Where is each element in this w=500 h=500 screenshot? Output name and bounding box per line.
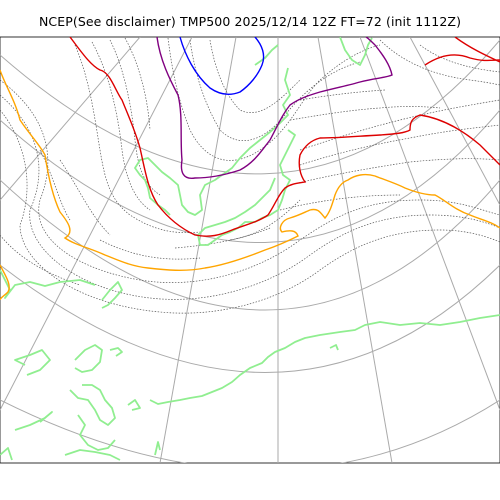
isotherm <box>189 39 361 141</box>
isotherm <box>74 44 201 233</box>
isotherm <box>99 239 201 260</box>
contour-blue <box>179 37 265 96</box>
isotherm <box>379 39 500 86</box>
coastline <box>0 269 96 299</box>
isotherm <box>0 234 81 286</box>
coastline <box>74 344 103 373</box>
contour-purple <box>156 37 393 179</box>
coastline <box>64 449 121 461</box>
isotherm <box>91 41 151 211</box>
isotherm <box>109 39 161 196</box>
meridian <box>0 37 141 201</box>
parallel <box>0 179 500 311</box>
meridian <box>317 37 393 463</box>
coastline <box>69 384 116 426</box>
isotherm <box>0 94 500 300</box>
isotherm <box>59 159 111 236</box>
meridian <box>359 37 500 411</box>
parallel <box>0 39 500 175</box>
coastline <box>14 411 53 431</box>
isotherm <box>0 109 500 314</box>
contour-red <box>69 37 500 237</box>
isotherm <box>289 106 441 121</box>
contour-orange <box>0 264 10 301</box>
isotherm <box>279 194 401 211</box>
coastline <box>77 414 116 451</box>
coastline <box>254 44 279 66</box>
coastline <box>197 129 296 246</box>
coastline <box>101 281 123 309</box>
coastline <box>14 349 51 376</box>
isotherm <box>209 39 301 113</box>
isotherm <box>0 79 500 283</box>
map-frame <box>0 36 500 464</box>
meridian <box>0 37 193 411</box>
graticule <box>0 37 500 463</box>
isotherm <box>167 37 381 161</box>
isotherm <box>419 44 500 73</box>
coastline <box>0 447 13 461</box>
isotherm <box>174 227 271 249</box>
coastline <box>134 67 291 216</box>
isotherms <box>0 37 500 314</box>
coastline <box>329 344 339 351</box>
isotherm <box>299 99 500 151</box>
coastline <box>154 441 161 456</box>
parallel <box>0 399 500 463</box>
coastline <box>149 314 500 405</box>
isotherm <box>299 89 386 101</box>
parallel <box>0 109 500 243</box>
coastline <box>109 347 123 357</box>
coastlines <box>0 37 500 461</box>
map-title: NCEP(See disclaimer) TMP500 2025/12/14 1… <box>38 14 462 29</box>
contour-orange <box>0 69 500 271</box>
contour-red <box>424 37 500 66</box>
isotherm <box>124 37 151 131</box>
meridian <box>159 37 237 463</box>
coastline <box>339 37 373 66</box>
parallel <box>0 264 500 373</box>
coastline <box>127 399 141 411</box>
isotherm <box>289 158 500 186</box>
